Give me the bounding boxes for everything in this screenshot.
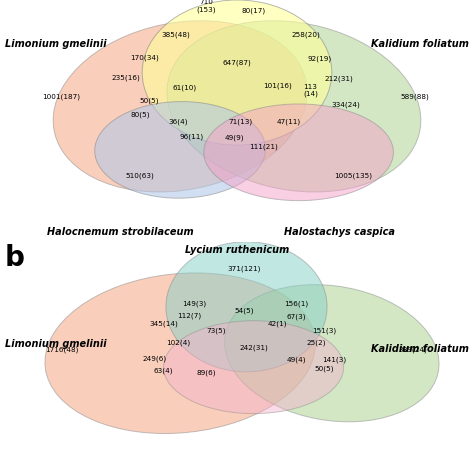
Text: 113
(14): 113 (14) — [303, 84, 318, 97]
Text: Halocnemum strobilaceum: Halocnemum strobilaceum — [47, 227, 194, 237]
Text: 63(4): 63(4) — [154, 367, 173, 374]
Text: 89(6): 89(6) — [196, 370, 216, 376]
Ellipse shape — [164, 321, 344, 414]
Text: 1001(187): 1001(187) — [43, 93, 81, 100]
Text: Limonium gmelinii: Limonium gmelinii — [5, 38, 106, 48]
Text: Limonium gmelinii: Limonium gmelinii — [5, 339, 106, 349]
Text: 345(14): 345(14) — [149, 321, 178, 328]
Text: Lycium ruthenicum: Lycium ruthenicum — [185, 245, 289, 255]
Text: 510(63): 510(63) — [126, 172, 154, 179]
Text: 710
(153): 710 (153) — [196, 0, 216, 13]
Text: 141(3): 141(3) — [322, 357, 346, 364]
Ellipse shape — [204, 104, 393, 201]
Text: 92(19): 92(19) — [308, 56, 332, 63]
Text: 73(5): 73(5) — [206, 328, 226, 335]
Text: 149(3): 149(3) — [182, 300, 206, 307]
Text: 25(2): 25(2) — [307, 339, 327, 346]
Text: 156(1): 156(1) — [284, 300, 308, 307]
Text: 36(4): 36(4) — [168, 119, 188, 125]
Ellipse shape — [45, 273, 315, 434]
Text: 49(4): 49(4) — [286, 357, 306, 364]
Text: 235(16): 235(16) — [111, 74, 140, 81]
Text: 50(5): 50(5) — [139, 97, 159, 104]
Text: 80(5): 80(5) — [130, 111, 150, 118]
Text: 101(16): 101(16) — [263, 82, 292, 89]
Text: 151(3): 151(3) — [313, 328, 337, 335]
Ellipse shape — [166, 242, 327, 372]
Ellipse shape — [225, 284, 439, 422]
Text: b: b — [5, 244, 25, 272]
Text: 170(34): 170(34) — [130, 55, 159, 61]
Text: 47(11): 47(11) — [277, 119, 301, 125]
Text: Kalidium foliatum: Kalidium foliatum — [372, 344, 469, 354]
Text: 112(7): 112(7) — [178, 313, 201, 319]
Text: 50(5): 50(5) — [315, 365, 335, 372]
Text: 54(5): 54(5) — [234, 307, 254, 313]
Text: 111(21): 111(21) — [249, 143, 277, 149]
Text: 258(20): 258(20) — [292, 32, 320, 38]
Text: 1716(48): 1716(48) — [45, 346, 78, 353]
Ellipse shape — [53, 21, 307, 192]
Text: 389(24): 389(24) — [398, 346, 427, 353]
Text: 385(48): 385(48) — [161, 32, 190, 38]
Text: 96(11): 96(11) — [180, 133, 204, 140]
Text: 334(24): 334(24) — [332, 102, 360, 109]
Text: 80(17): 80(17) — [242, 8, 265, 14]
Ellipse shape — [142, 0, 332, 145]
Text: 212(31): 212(31) — [325, 75, 353, 82]
Text: 42(1): 42(1) — [267, 321, 287, 328]
Text: 1005(135): 1005(135) — [334, 172, 372, 179]
Ellipse shape — [95, 101, 265, 198]
Text: 49(9): 49(9) — [225, 135, 245, 141]
Text: 242(31): 242(31) — [239, 344, 268, 351]
Text: 647(87): 647(87) — [223, 60, 251, 66]
Text: 102(4): 102(4) — [166, 339, 190, 346]
Text: Halostachys caspica: Halostachys caspica — [284, 227, 395, 237]
Text: Kalidium foliatum: Kalidium foliatum — [372, 38, 469, 48]
Text: 249(6): 249(6) — [142, 356, 166, 362]
Text: 71(13): 71(13) — [229, 119, 253, 125]
Text: 589(88): 589(88) — [401, 93, 429, 100]
Text: 61(10): 61(10) — [173, 85, 197, 91]
Text: 371(121): 371(121) — [228, 265, 261, 272]
Ellipse shape — [167, 21, 421, 192]
Text: 67(3): 67(3) — [286, 314, 306, 320]
